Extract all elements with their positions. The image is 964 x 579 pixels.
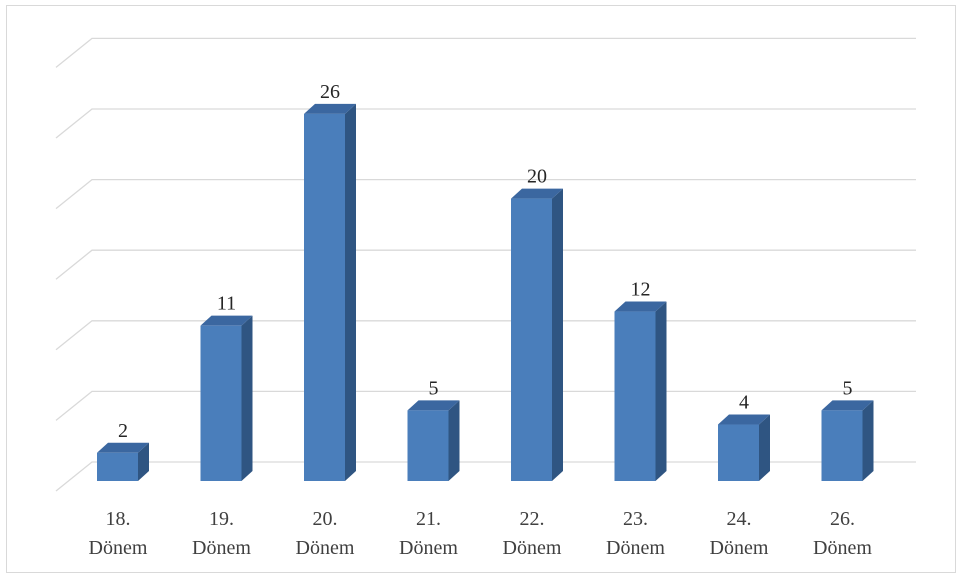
x-tick-label-line2: Dönem <box>813 537 872 559</box>
x-axis-labels: 18. Dönem 19. Dönem 20. Dönem 21. Dönem 22. Dönem… <box>89 508 873 559</box>
x-tick-label-line1: 22. <box>520 508 545 530</box>
data-label: 11 <box>217 293 236 315</box>
bar <box>407 400 460 481</box>
gridline <box>55 37 916 68</box>
bar <box>511 188 563 481</box>
gridline <box>55 178 916 210</box>
bar <box>718 414 770 481</box>
gridline <box>55 249 916 280</box>
x-tick-label-line1: 21. <box>416 508 441 530</box>
data-label: 12 <box>631 279 651 301</box>
bar <box>821 400 874 481</box>
gridlines <box>55 37 916 492</box>
bar <box>200 315 253 481</box>
bar <box>614 301 667 481</box>
x-tick-label-line2: Dönem <box>606 537 665 559</box>
data-label: 5 <box>843 377 853 399</box>
x-tick-label-line1: 19. <box>209 508 234 530</box>
data-label: 2 <box>118 420 128 442</box>
x-tick-label-line2: Dönem <box>710 537 769 559</box>
data-label: 5 <box>429 377 439 399</box>
bar <box>97 442 149 481</box>
x-tick-label-line2: Dönem <box>192 537 251 559</box>
x-tick-label-line1: 26. <box>830 508 855 530</box>
bar <box>304 103 356 481</box>
chart-frame <box>6 5 956 573</box>
x-tick-label-line2: Dönem <box>89 537 148 559</box>
data-label: 20 <box>527 166 547 188</box>
bars <box>97 103 874 481</box>
x-tick-label-line1: 23. <box>623 508 648 530</box>
x-tick-label-line1: 18. <box>106 508 131 530</box>
x-tick-label-line2: Dönem <box>296 537 355 559</box>
gridline <box>55 108 916 139</box>
x-tick-label-line2: Dönem <box>399 537 458 559</box>
data-label: 26 <box>320 81 340 103</box>
x-tick-label-line1: 20. <box>313 508 338 530</box>
data-label: 4 <box>739 392 749 414</box>
gridline <box>55 320 916 351</box>
x-tick-label-line2: Dönem <box>503 537 562 559</box>
gridline <box>55 461 916 492</box>
data-labels: 2 11 26 5 20 12 4 5 <box>118 81 853 442</box>
gridline <box>55 390 916 421</box>
x-tick-label-line1: 24. <box>727 508 752 530</box>
